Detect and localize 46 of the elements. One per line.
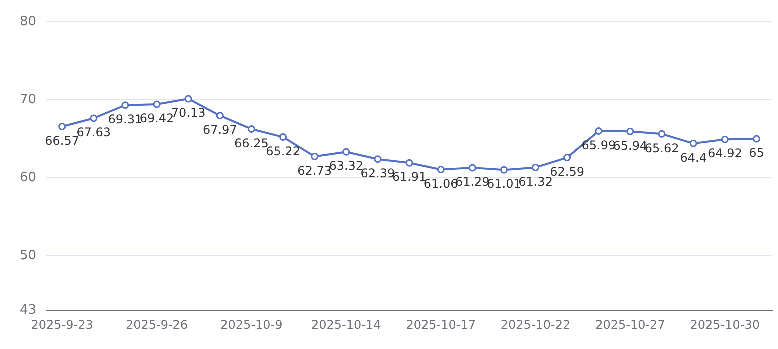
data-label: 64.4 (680, 150, 707, 165)
data-label: 64.92 (708, 146, 742, 161)
point (721, 136, 729, 144)
point (58, 123, 66, 131)
x-tick-label: 2025-9-26 (126, 318, 188, 332)
data-label: 65 (749, 146, 764, 160)
data-label: 65.99 (582, 138, 616, 152)
data-label: 65.62 (644, 141, 680, 156)
point (216, 112, 224, 120)
y-tick-label: 80 (20, 14, 37, 30)
point (90, 114, 98, 122)
point (280, 134, 288, 142)
point (690, 140, 698, 148)
x-tick-label: 2025-10-22 (500, 318, 571, 332)
point (532, 164, 540, 172)
x-tick-label: 2025-10-30 (690, 318, 760, 332)
y-tick-label: 50 (20, 248, 37, 264)
x-tick-label: 2025-10-9 (220, 318, 283, 332)
y-tick-label: 70 (20, 92, 37, 108)
point (406, 159, 414, 167)
point (752, 135, 760, 143)
point (248, 126, 256, 133)
point (626, 128, 634, 136)
point (500, 166, 508, 174)
point (122, 102, 130, 110)
x-tick-label: 2025-10-27 (596, 318, 666, 332)
x-tick-label: 2025-10-14 (312, 318, 382, 332)
data-label: 61.32 (518, 174, 553, 189)
point (437, 166, 445, 174)
y-tick-label: 43 (20, 302, 37, 318)
point (184, 95, 192, 103)
x-tick-label: 2025-9-23 (31, 318, 94, 332)
x-tick-label: 2025-10-17 (406, 318, 476, 332)
point (468, 164, 476, 172)
point (311, 152, 319, 160)
data-label: 62.59 (550, 164, 585, 179)
point (564, 154, 572, 162)
point (342, 148, 350, 156)
data-label: 61.06 (424, 176, 458, 191)
data-label: 67.97 (202, 122, 238, 137)
point (595, 128, 603, 136)
point (658, 130, 666, 138)
y-tick-label: 60 (20, 170, 37, 186)
point (374, 156, 382, 164)
point (153, 100, 161, 108)
data-label: 61.01 (487, 177, 522, 192)
